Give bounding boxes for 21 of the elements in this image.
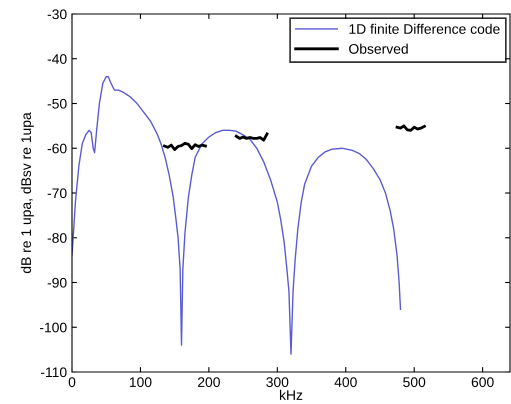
x-tick-label: 100 <box>130 377 152 388</box>
legend-label: Observed <box>349 44 408 54</box>
x-tick-label: 500 <box>403 377 426 388</box>
x-axis-title: kHz <box>280 390 302 400</box>
y-tick-label: -80 <box>48 233 67 243</box>
y-tick-label: -60 <box>48 144 67 154</box>
x-tick-label: 0 <box>68 377 76 388</box>
y-axis-title: dB re 1 upa, dBsv re 1upa <box>20 112 34 274</box>
y-tick-label: -110 <box>40 367 67 378</box>
y-tick-label: -70 <box>48 188 67 198</box>
x-tick-label: 600 <box>472 377 494 388</box>
x-tick-label: 300 <box>266 377 288 388</box>
y-tick-label: -30 <box>48 9 67 20</box>
y-tick-label: -50 <box>48 98 67 109</box>
line-series <box>72 76 402 355</box>
legend-label: 1D finite Difference code <box>350 24 500 34</box>
y-tick-label: -100 <box>40 322 67 332</box>
x-tick-label: 400 <box>334 377 357 388</box>
x-tick-label: 200 <box>198 377 220 388</box>
y-tick-label: -40 <box>48 54 67 64</box>
y-tick-label: -90 <box>48 278 67 288</box>
